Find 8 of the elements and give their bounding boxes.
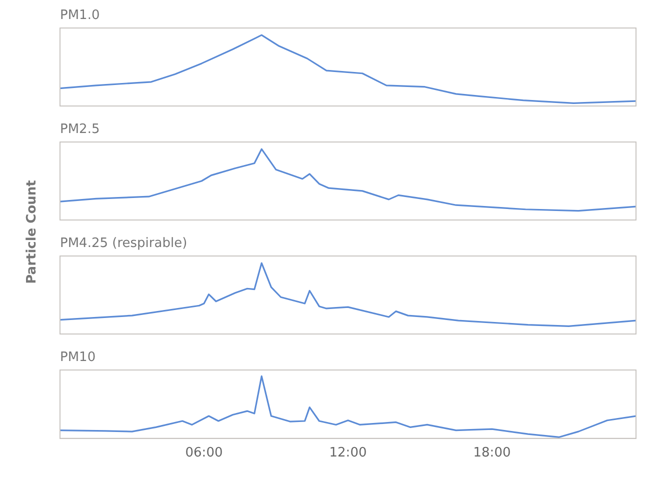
x-tick-label: 12:00: [329, 446, 367, 461]
x-tick-label: 06:00: [185, 446, 223, 461]
chart-title: PM4.25 (respirable): [60, 236, 188, 253]
chart-title: PM1.0: [60, 8, 101, 25]
chart-title: PM10: [60, 350, 97, 367]
x-tick-label: 18:00: [473, 446, 511, 461]
y-axis-title: Particle Count: [24, 180, 40, 284]
chart-title: PM2.5: [60, 122, 101, 139]
